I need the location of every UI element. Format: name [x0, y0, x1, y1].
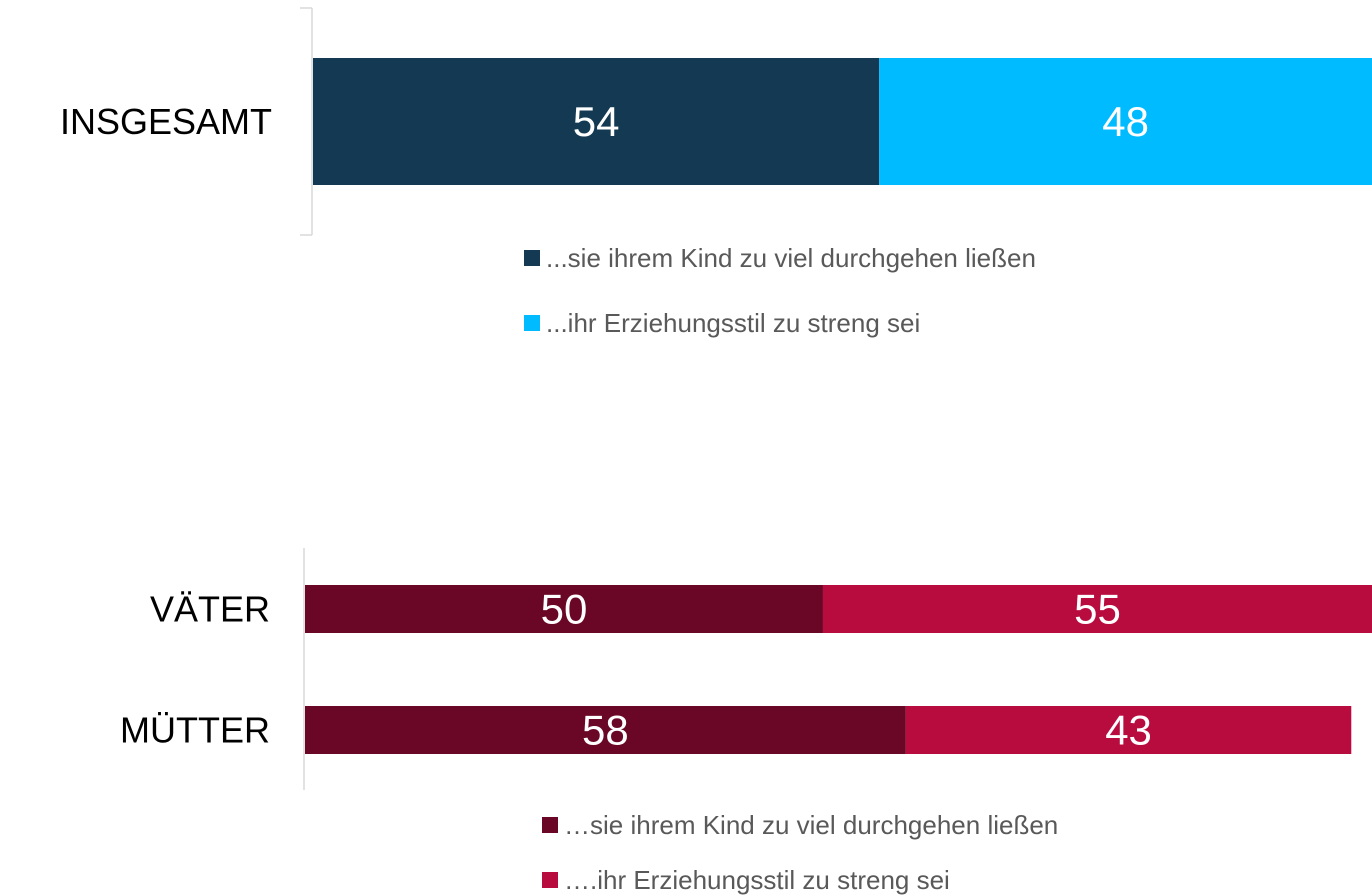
- value-label: 55: [1074, 586, 1121, 633]
- legend-label: ….ihr Erziehungsstil zu streng sei: [564, 865, 950, 895]
- bar-segment: [905, 706, 1352, 754]
- legend-swatch: [542, 817, 558, 833]
- legend-swatch: [524, 250, 540, 266]
- category-label: INSGESAMT: [60, 101, 272, 142]
- legend-label: ...sie ihrem Kind zu viel durchgehen lie…: [546, 243, 1036, 273]
- bar-segment: [879, 58, 1372, 185]
- bar-segment: [305, 706, 906, 754]
- legend-label: …sie ihrem Kind zu viel durchgehen ließe…: [564, 810, 1058, 840]
- bar-segment: [822, 585, 1372, 633]
- legend-swatch: [524, 315, 540, 331]
- legend-swatch: [542, 872, 558, 888]
- bar-segment: [313, 58, 880, 185]
- bar-segment: [305, 585, 823, 633]
- category-label: MÜTTER: [120, 710, 270, 751]
- plot-area: INSGESAMT 54 48 VÄTER 50 55 MÜTTER 58 43: [60, 7, 1372, 790]
- value-label: 50: [541, 586, 588, 633]
- value-label: 54: [573, 98, 620, 145]
- legend-label: ...ihr Erziehungsstil zu streng sei: [546, 308, 920, 338]
- value-label: 48: [1102, 98, 1149, 145]
- value-label: 58: [582, 707, 629, 754]
- category-label: VÄTER: [150, 589, 270, 630]
- value-label: 43: [1105, 707, 1152, 754]
